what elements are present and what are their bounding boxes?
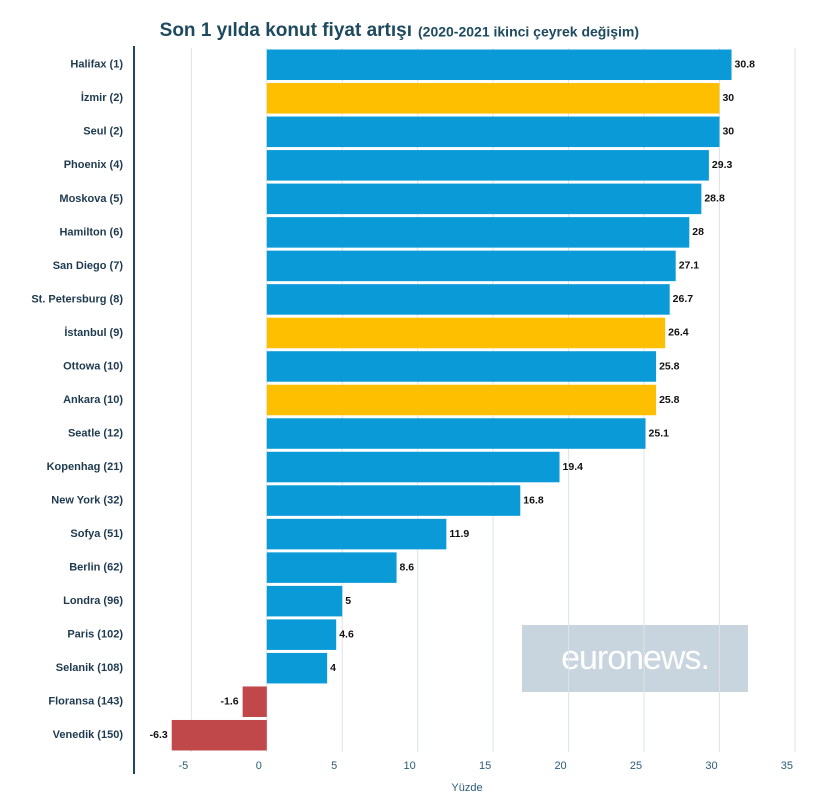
category-label: Kopenhag (21): [47, 461, 124, 473]
category-label: Phoenix (4): [64, 159, 124, 171]
category-label: Moskova (5): [59, 193, 123, 205]
x-axis-title: Yüzde: [451, 782, 482, 794]
value-label: 28.8: [704, 193, 725, 205]
value-label: 30.8: [735, 59, 756, 71]
bar: [266, 317, 666, 349]
value-label: 19.4: [563, 461, 584, 473]
category-label: İstanbul (9): [64, 326, 123, 339]
value-label: 26.4: [668, 327, 689, 339]
category-label: Berlin (62): [69, 562, 123, 574]
value-label: 4.6: [339, 628, 354, 640]
bar: [266, 619, 337, 650]
value-label: 8.6: [400, 561, 415, 573]
value-label: 30: [722, 126, 734, 138]
bar: [266, 351, 657, 382]
category-label: Selanik (108): [56, 662, 124, 674]
watermark: euronews.: [561, 639, 709, 677]
value-label: -6.3: [150, 729, 168, 741]
category-label: Seatle (12): [68, 427, 123, 439]
bar: [266, 418, 646, 449]
value-label: 26.7: [673, 293, 694, 305]
bar: [266, 83, 720, 114]
category-label: Sofya (51): [70, 528, 123, 540]
bar: [266, 451, 560, 483]
value-label: 27.1: [679, 260, 700, 272]
value-label: -1.6: [221, 695, 239, 707]
value-label: 25.1: [649, 427, 670, 439]
chart-subtitle: (2020-2021 ikinci çeyrek değişim): [418, 24, 639, 40]
value-label: 29.3: [712, 159, 733, 171]
chart-title: Son 1 yılda konut fiyat artışı: [160, 20, 412, 41]
category-label: Halifax (1): [70, 59, 123, 71]
bar: [171, 719, 267, 751]
watermark-box: [522, 625, 748, 692]
category-label: San Diego (7): [53, 260, 124, 272]
category-label: St. Petersburg (8): [31, 293, 123, 305]
value-label: 25.8: [659, 394, 680, 406]
x-tick-label: 20: [554, 760, 566, 772]
value-label: 5: [345, 595, 351, 607]
x-tick-label: 25: [630, 760, 642, 772]
bar: [266, 250, 676, 282]
bar: [266, 284, 670, 315]
bar: [266, 485, 521, 516]
category-label: Venedik (150): [53, 729, 124, 741]
category-label: Ottowa (10): [63, 360, 123, 372]
category-label: New York (32): [51, 494, 123, 506]
bar: [266, 183, 702, 215]
bar: [266, 552, 397, 583]
bar: [242, 686, 267, 717]
x-tick-label: 0: [256, 760, 262, 772]
x-tick-label: 15: [479, 760, 491, 772]
value-label: 11.9: [449, 528, 469, 540]
x-tick-label: 10: [404, 760, 416, 772]
bar: [266, 518, 447, 550]
x-tick-label: 35: [781, 760, 793, 772]
category-label: Ankara (10): [63, 394, 123, 406]
category-label: Paris (102): [67, 629, 123, 641]
category-label: Hamilton (6): [59, 226, 123, 238]
x-tick-label: 30: [705, 760, 717, 772]
bar: [266, 585, 343, 617]
value-label: 16.8: [523, 494, 544, 506]
bar: [266, 49, 732, 81]
value-label: 4: [330, 662, 336, 674]
bar: [266, 116, 720, 148]
x-tick-label: -5: [178, 760, 188, 772]
value-label: 25.8: [659, 360, 680, 372]
category-label: İzmir (2): [81, 91, 124, 104]
category-label: Londra (96): [63, 595, 123, 607]
value-label: 28: [692, 226, 704, 238]
bar: [266, 217, 690, 248]
bar: [266, 384, 657, 416]
category-label: Seul (2): [83, 126, 123, 138]
value-label: 30: [722, 92, 734, 104]
x-tick-label: 5: [331, 760, 337, 772]
bar: [266, 150, 709, 181]
bar: [266, 652, 328, 684]
category-label: Floransa (143): [48, 696, 123, 708]
